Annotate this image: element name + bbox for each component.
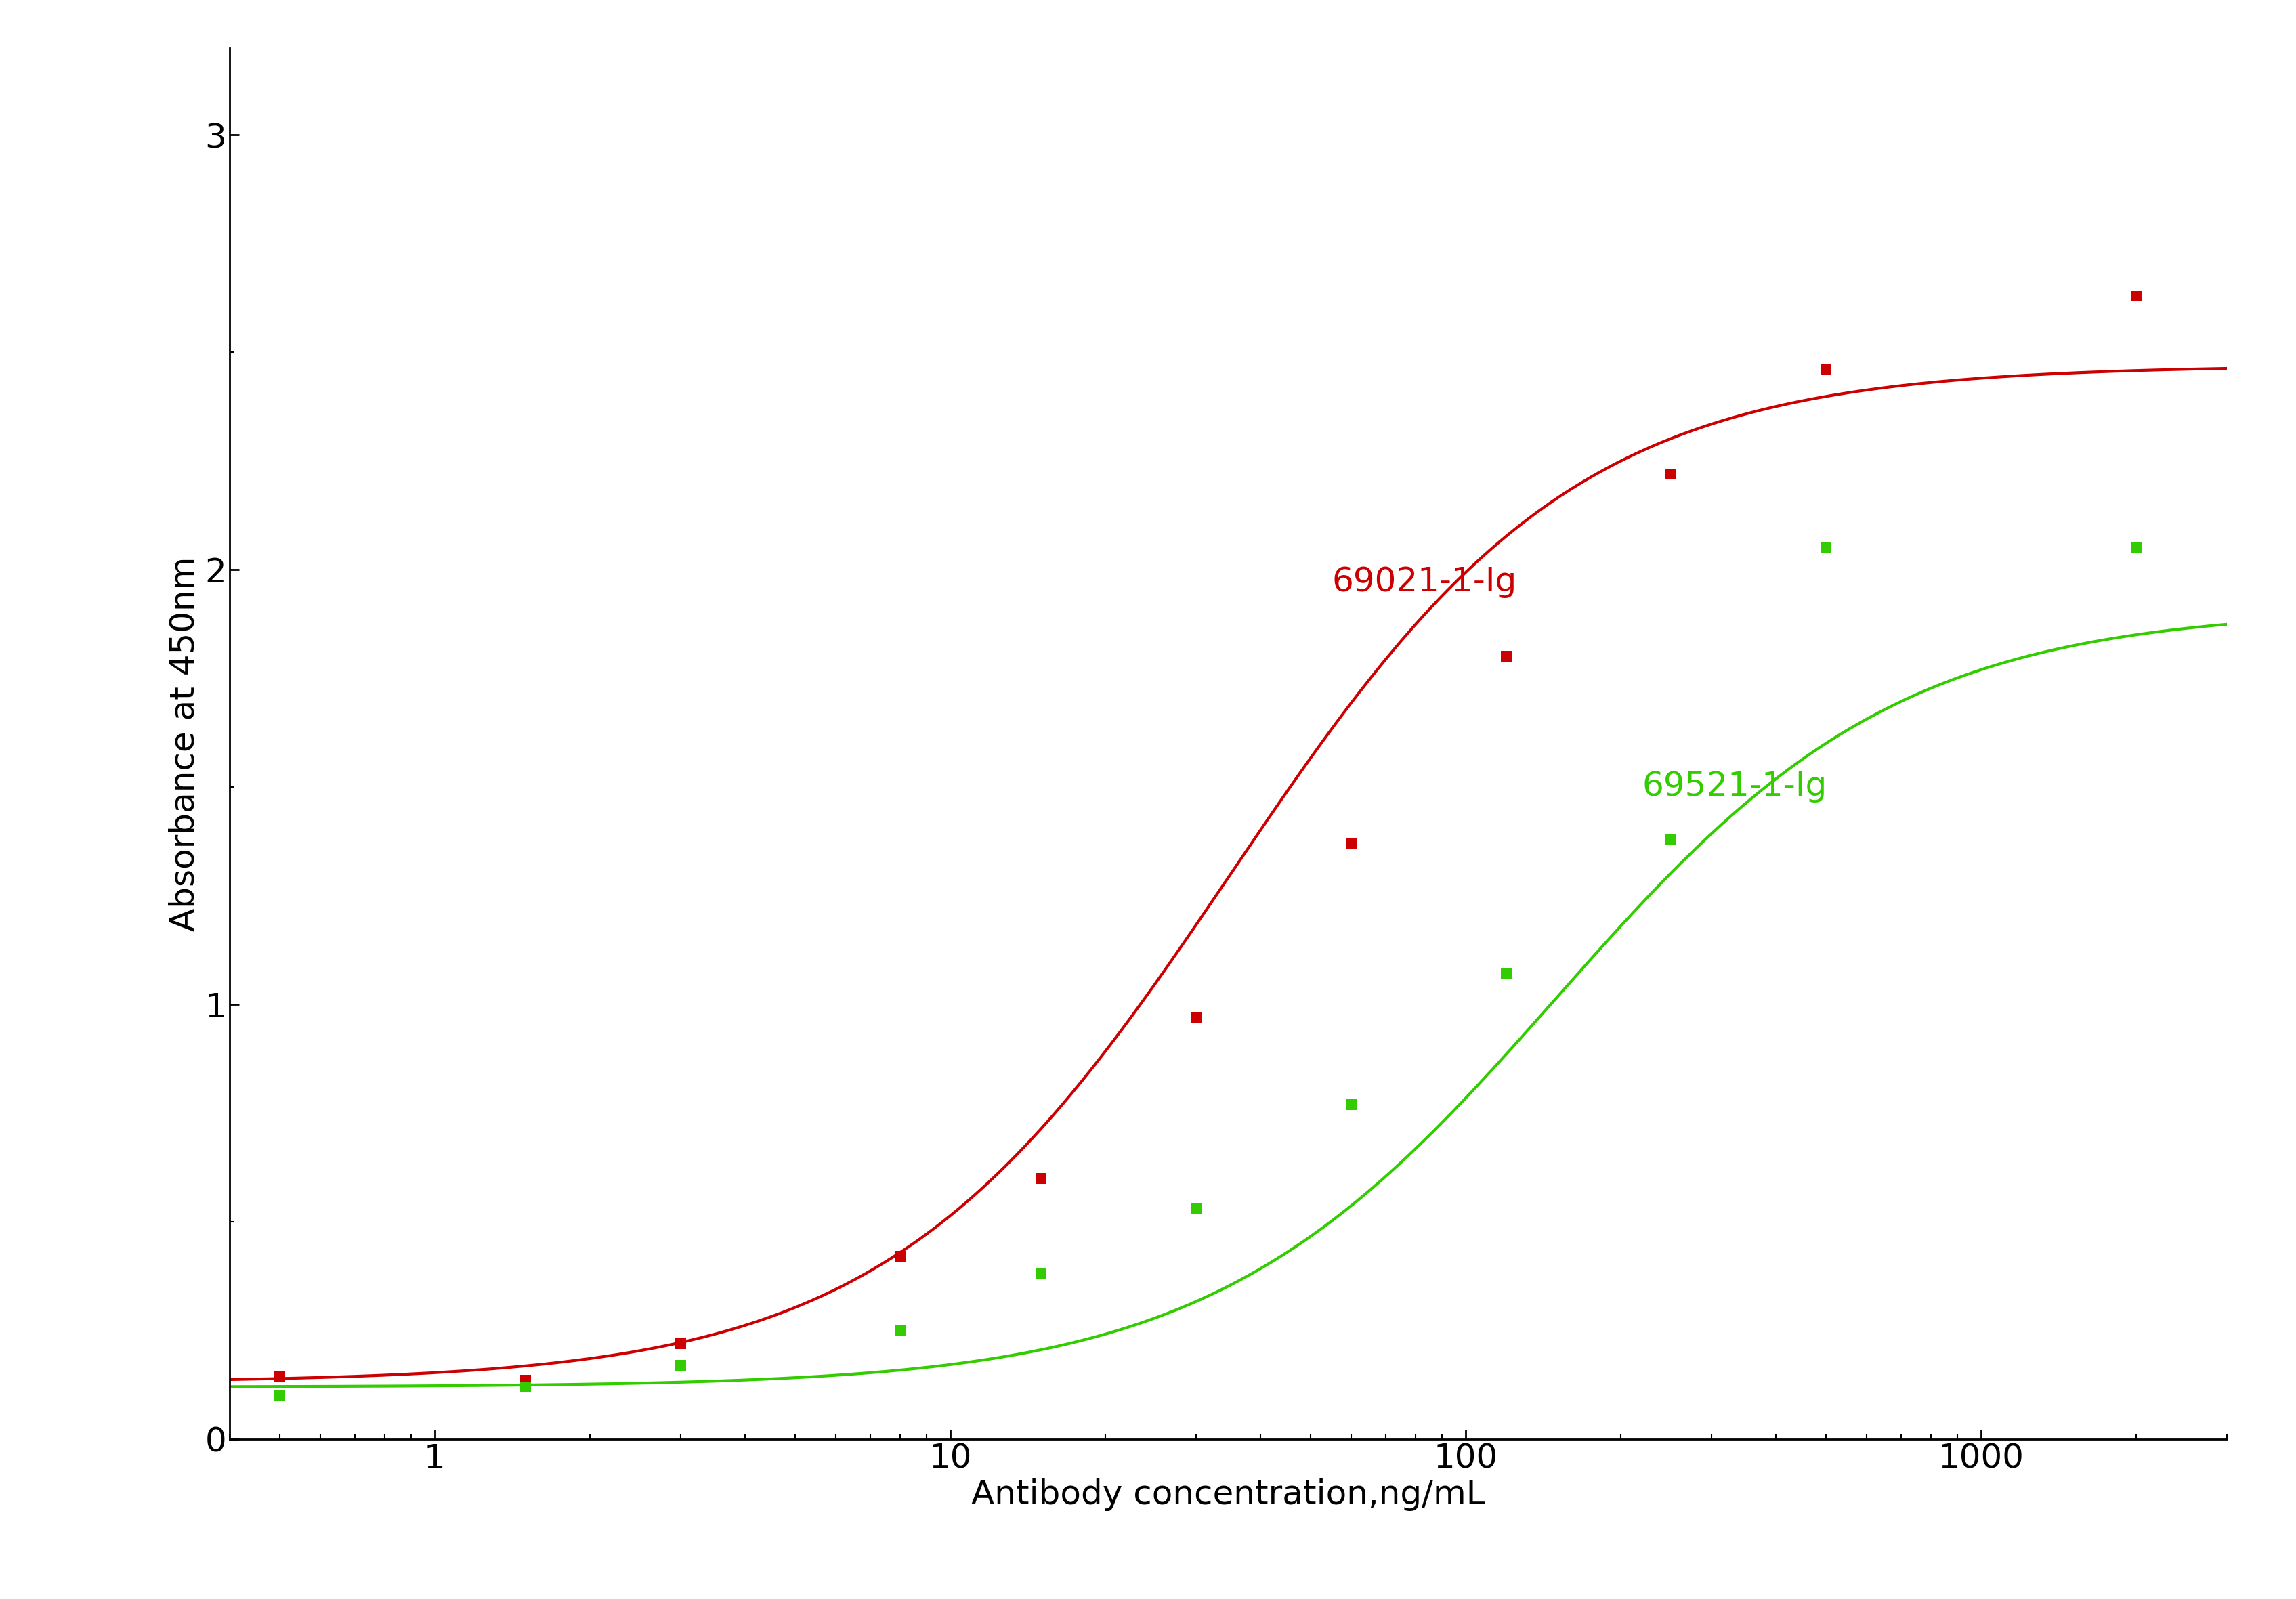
Point (507, 1367, 544, 1393)
X-axis label: Antibody concentration,ng/mL: Antibody concentration,ng/mL (971, 1479, 1486, 1511)
Text: 69521-1-Ig: 69521-1-Ig (1642, 771, 1828, 803)
Point (882, 1318, 918, 1343)
Point (882, 1244, 918, 1270)
Point (1022, 1262, 1058, 1287)
Point (1178, 1004, 1215, 1030)
Point (661, 1330, 698, 1356)
Text: 69021-1-Ig: 69021-1-Ig (1332, 566, 1518, 598)
Point (1334, 831, 1371, 857)
Point (1334, 1092, 1371, 1118)
Point (1488, 644, 1525, 670)
Point (1807, 357, 1844, 382)
Point (1178, 1196, 1215, 1222)
Point (262, 1364, 298, 1390)
Point (1653, 461, 1690, 486)
Y-axis label: Absorbance at 450nm: Absorbance at 450nm (168, 556, 202, 931)
Point (262, 1383, 298, 1409)
Point (661, 1353, 698, 1378)
Point (1488, 961, 1525, 987)
Point (1653, 827, 1690, 852)
Point (2117, 536, 2154, 561)
Point (507, 1374, 544, 1399)
Point (1022, 1166, 1058, 1191)
Point (1807, 536, 1844, 561)
Point (2117, 283, 2154, 309)
